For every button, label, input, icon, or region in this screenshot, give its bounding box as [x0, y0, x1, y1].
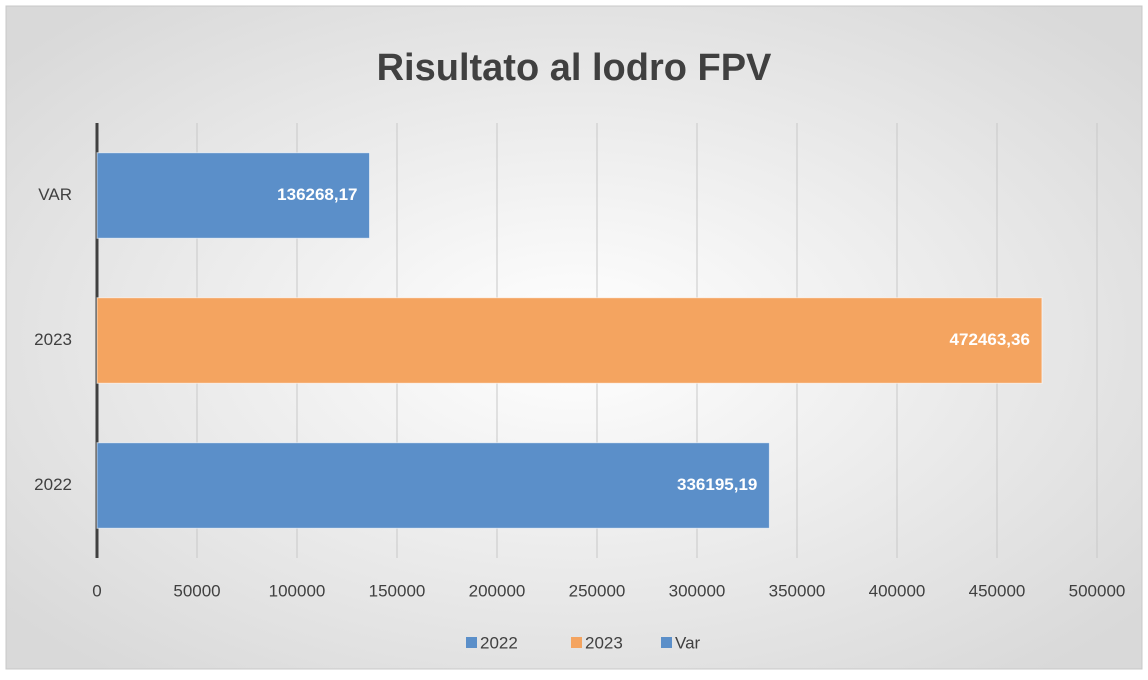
x-tick-label: 0: [92, 581, 101, 600]
data-label: 336195,19: [677, 475, 757, 494]
legend-label: 2023: [585, 633, 623, 652]
data-label: 472463,36: [950, 330, 1030, 349]
bar: [96, 297, 1043, 384]
x-tick-label: 500000: [1069, 581, 1126, 600]
y-tick-label: VAR: [38, 185, 72, 204]
x-tick-label: 250000: [569, 581, 626, 600]
chart-title: Risultato al lodro FPV: [377, 47, 772, 89]
x-tick-label: 450000: [969, 581, 1026, 600]
x-tick-label: 400000: [869, 581, 926, 600]
legend-swatch: [571, 637, 582, 648]
legend-swatch: [661, 637, 672, 648]
x-tick-label: 350000: [769, 581, 826, 600]
y-tick-label: 2022: [34, 475, 72, 494]
bar: [96, 442, 770, 529]
x-tick-label: 50000: [173, 581, 220, 600]
x-tick-label: 150000: [369, 581, 426, 600]
data-label: 136268,17: [277, 185, 357, 204]
legend-label: 2022: [480, 633, 518, 652]
legend-label: Var: [675, 633, 701, 652]
legend-swatch: [466, 637, 477, 648]
x-tick-label: 100000: [269, 581, 326, 600]
bar: [96, 152, 371, 239]
x-tick-label: 300000: [669, 581, 726, 600]
x-tick-label: 200000: [469, 581, 526, 600]
y-tick-label: 2023: [34, 330, 72, 349]
